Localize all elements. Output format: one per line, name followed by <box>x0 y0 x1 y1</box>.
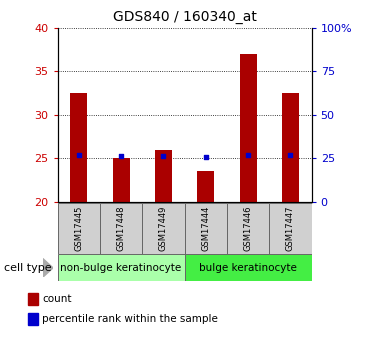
Text: non-bulge keratinocyte: non-bulge keratinocyte <box>60 263 182 273</box>
Point <box>245 152 251 158</box>
Bar <box>155 150 172 202</box>
Bar <box>112 158 129 202</box>
Bar <box>240 54 257 202</box>
Bar <box>58 254 185 281</box>
Polygon shape <box>43 258 53 277</box>
Text: count: count <box>42 294 72 304</box>
Bar <box>185 254 312 281</box>
Title: GDS840 / 160340_at: GDS840 / 160340_at <box>113 10 256 24</box>
Bar <box>142 203 185 254</box>
Text: GSM17449: GSM17449 <box>159 205 168 251</box>
Text: percentile rank within the sample: percentile rank within the sample <box>42 314 218 324</box>
Point <box>203 155 209 160</box>
Bar <box>282 93 299 202</box>
Bar <box>197 171 214 202</box>
Text: bulge keratinocyte: bulge keratinocyte <box>199 263 297 273</box>
Point <box>288 152 293 158</box>
Text: GSM17446: GSM17446 <box>244 205 253 251</box>
Point <box>118 153 124 159</box>
Text: GSM17447: GSM17447 <box>286 205 295 251</box>
Text: GSM17445: GSM17445 <box>74 205 83 251</box>
Text: GSM17448: GSM17448 <box>116 205 125 251</box>
Bar <box>70 93 87 202</box>
Text: GSM17444: GSM17444 <box>201 205 210 251</box>
Bar <box>100 203 142 254</box>
Point <box>160 153 166 159</box>
Bar <box>185 203 227 254</box>
Text: cell type: cell type <box>4 264 51 273</box>
Bar <box>227 203 269 254</box>
Bar <box>269 203 312 254</box>
Point <box>76 152 82 158</box>
Bar <box>58 203 100 254</box>
